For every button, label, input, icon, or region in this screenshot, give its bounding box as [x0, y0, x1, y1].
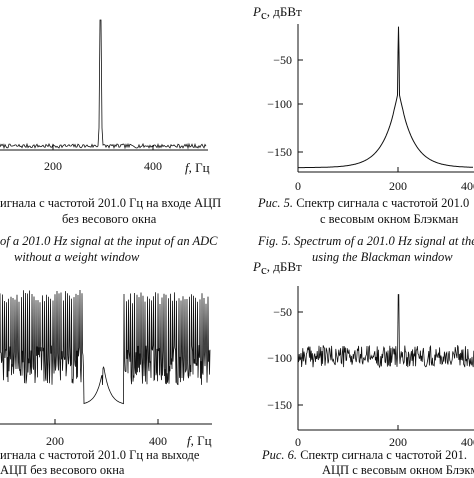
bl-x-tick-label-200: 200	[46, 434, 64, 448]
br-spectrum-line	[297, 294, 474, 369]
tr-y-tick-label-150: −150	[267, 145, 292, 159]
bl-spectrum-line	[0, 289, 211, 405]
panel-top-left: 200 400 f, Гц	[0, 19, 210, 175]
tr-caption-en-text: Spectrum of a 201.0 Hz signal at the	[290, 234, 474, 248]
br-y-tick-label-100: −100	[267, 351, 292, 365]
bl-x-tick-label-400: 400	[149, 434, 167, 448]
tr-y-axis-label: Pc, дБВт	[252, 4, 302, 22]
tr-caption-ru-text: Спектр сигнала с частотой 201.0	[293, 196, 470, 210]
tr-caption-ru-label: Рис. 5.	[258, 196, 294, 210]
tr-y-tick-label-100: −100	[267, 97, 292, 111]
tr-caption-en-label: Fig. 5.	[258, 234, 291, 248]
bl-caption-ru-line2: АЦП без весового окна	[0, 463, 125, 477]
tl-x-tick-label-200: 200	[44, 159, 62, 173]
br-ylabel: P	[252, 259, 261, 274]
tl-xlabel: f	[185, 160, 191, 175]
tl-xunit: , Гц	[189, 160, 210, 175]
tl-spectrum-line	[0, 19, 207, 150]
br-caption-ru-line2: АЦП с весовым окном Блэкм	[322, 463, 474, 477]
br-x-tick-label-0: 0	[295, 435, 301, 449]
br-x-tick-label-400: 400	[461, 435, 474, 449]
br-yunit: , дБВт	[267, 259, 302, 274]
br-y-tick-label-50: −50	[273, 305, 292, 319]
tl-caption-en-line2: without a weight window	[14, 250, 140, 264]
br-ylabel-sub: c	[261, 262, 267, 277]
tr-x-tick-label-400: 400	[461, 179, 474, 193]
br-caption-ru-label: Рис. 6.	[262, 448, 298, 462]
tr-spectrum-line	[298, 26, 473, 169]
tl-x-axis-label: f, Гц	[185, 160, 210, 175]
tl-caption-en-line1: of a 201.0 Hz signal at the input of an …	[0, 234, 218, 248]
tr-yunit: , дБВт	[267, 4, 302, 19]
tl-x-tick-label-400: 400	[144, 159, 162, 173]
bl-caption-ru-line1: игнала с частотой 201.0 Гц на выходе	[0, 448, 200, 462]
tl-caption-ru-line1: игнала с частотой 201.0 Гц на входе АЦП	[0, 196, 222, 210]
tr-y-tick-label-50: −50	[273, 53, 292, 67]
br-y-axis-label: Pc, дБВт	[252, 259, 302, 277]
panel-bottom-right: −50 −100 −150 0 200 400 Pc, дБВт	[252, 259, 474, 449]
tr-x-tick-label-0: 0	[295, 179, 301, 193]
bl-x-axis-label: f, Гц	[187, 433, 212, 448]
bl-xunit: , Гц	[191, 433, 212, 448]
bl-xlabel: f	[187, 433, 193, 448]
br-y-tick-label-150: −150	[267, 398, 292, 412]
tl-caption-ru-line2: без весового окна	[62, 212, 157, 226]
tr-x-tick-label-200: 200	[389, 179, 407, 193]
tr-ylabel: P	[252, 4, 261, 19]
tr-caption-en-line1: Fig. 5. Spectrum of a 201.0 Hz signal at…	[258, 234, 474, 249]
br-caption-ru-line1: Рис. 6. Спектр сигнала с частотой 201.	[262, 448, 467, 463]
br-x-tick-label-200: 200	[389, 435, 407, 449]
tr-caption-ru-line2: с весовым окном Блэкман	[320, 212, 459, 226]
tr-caption-ru-line1: Рис. 5. Спектр сигнала с частотой 201.0	[258, 196, 469, 211]
panel-top-right: −50 −100 −150 0 200 400 Pc, дБВт	[252, 4, 474, 193]
panel-bottom-left: 200 400 f, Гц	[0, 289, 212, 448]
br-caption-ru-text: Спектр сигнала с частотой 201.	[297, 448, 467, 462]
tr-caption-en-line2: using the Blackman window	[312, 250, 453, 264]
tr-ylabel-sub: c	[261, 7, 267, 22]
